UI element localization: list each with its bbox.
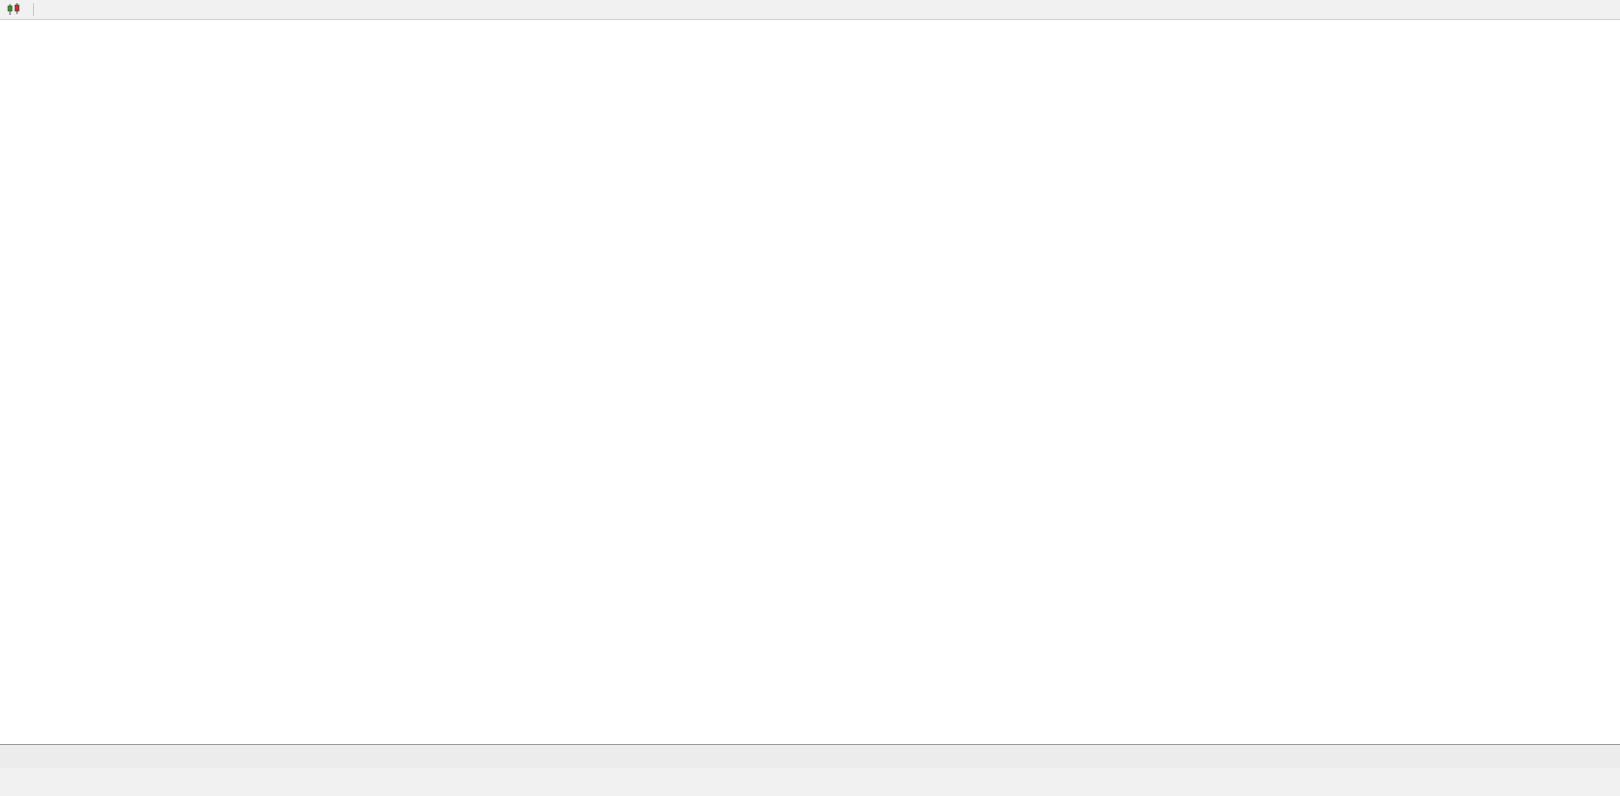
date-axis[interactable] [0, 726, 1545, 744]
tab-scroll-right-button[interactable] [1603, 749, 1619, 765]
chart-type-button[interactable] [3, 2, 28, 17]
price-chart-canvas[interactable] [0, 20, 1620, 726]
toolbar-separator [33, 3, 34, 16]
window-footer [0, 768, 1620, 796]
toolbar [0, 0, 1620, 20]
candlestick-chart-icon [7, 3, 20, 15]
tab-bar [0, 744, 1620, 768]
